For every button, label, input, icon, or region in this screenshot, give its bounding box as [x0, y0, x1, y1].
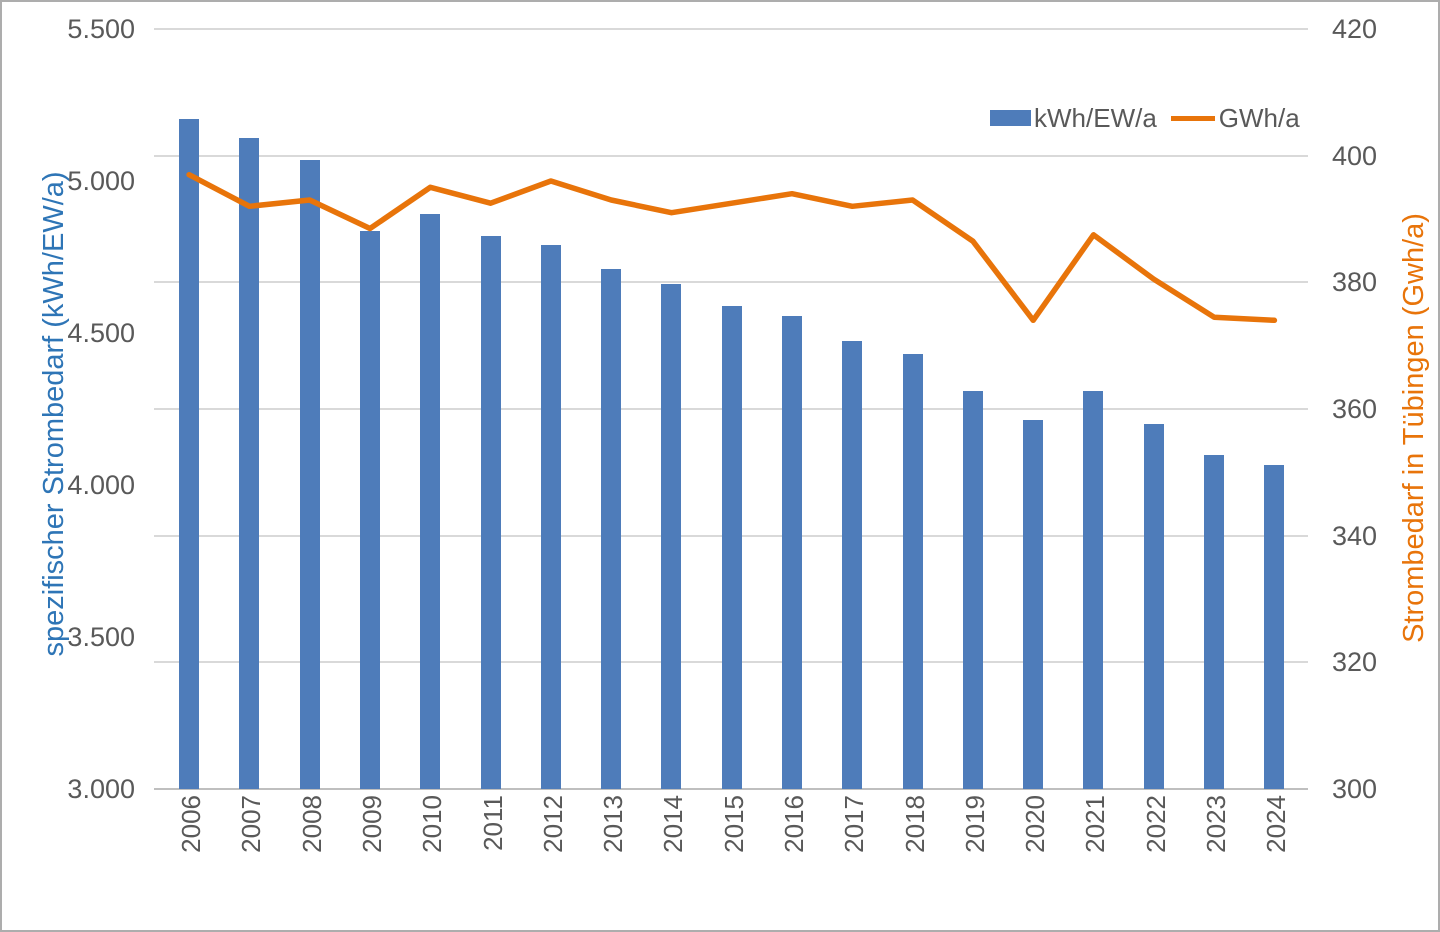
left-axis-tick-4.500: 4.500 [67, 318, 135, 348]
right-axis-tick-300: 300 [1332, 774, 1378, 804]
bar-2023 [1204, 454, 1225, 789]
left-axis-tick-3.500: 3.500 [67, 622, 135, 652]
bar-2024 [1264, 465, 1285, 789]
x-axis-label-2019: 2019 [959, 795, 990, 853]
bar-2011 [480, 235, 501, 789]
gridline-400 [154, 154, 1308, 157]
x-axis-label-2011: 2011 [477, 795, 508, 851]
right-axis-title: Strombedarf in Tübingen (Gwh/a) [1398, 213, 1430, 643]
line-series-swatch [1170, 115, 1215, 121]
legend-line-label: GWh/a [1218, 103, 1300, 133]
x-axis-label-2007: 2007 [236, 795, 267, 853]
bar-2008 [299, 159, 320, 789]
bar-2009 [360, 231, 380, 789]
right-axis-tick-340: 340 [1332, 520, 1378, 551]
left-axis-tick-5.000: 5.000 [67, 166, 135, 196]
bar-2020 [1023, 419, 1044, 789]
bar-2013 [601, 269, 622, 789]
x-axis-label-2021: 2021 [1080, 795, 1111, 853]
x-axis-line [154, 788, 1308, 790]
x-axis-label-2023: 2023 [1201, 795, 1232, 853]
bar-2021 [1083, 390, 1104, 789]
x-axis-label-2016: 2016 [779, 795, 810, 853]
right-axis-tick-360: 360 [1332, 394, 1378, 424]
left-axis-tick-5.500: 5.500 [67, 14, 135, 44]
bar-2022 [1143, 424, 1164, 789]
bar-2019 [962, 390, 983, 789]
x-axis-label-2015: 2015 [718, 795, 749, 853]
demand-line [186, 171, 1278, 324]
left-axis-tick-4.000: 4.000 [67, 470, 135, 500]
x-axis-label-2020: 2020 [1020, 795, 1051, 853]
bar-2010 [420, 214, 441, 789]
x-axis-label-2017: 2017 [839, 795, 870, 853]
x-axis-label-2014: 2014 [658, 795, 689, 853]
bar-2017 [842, 340, 863, 789]
left-axis-tick-3.000: 3.000 [67, 774, 135, 804]
x-axis-label-2024: 2024 [1261, 795, 1292, 853]
legend: kWh/EW/a GWh/a [990, 103, 1300, 133]
x-axis-label-2006: 2006 [176, 795, 207, 853]
x-axis-label-2022: 2022 [1140, 795, 1171, 853]
left-axis-title: spezifischer Strombedarf (kWh/EW/a) [38, 171, 70, 657]
x-axis-label-2013: 2013 [598, 795, 629, 853]
gridline-380 [154, 281, 1308, 284]
bar-2007 [239, 138, 260, 789]
bar-2012 [540, 244, 561, 789]
x-axis-label-2008: 2008 [296, 795, 327, 853]
x-axis-label-2009: 2009 [357, 795, 387, 853]
right-axis-tick-380: 380 [1332, 267, 1378, 298]
legend-bar-label: kWh/EW/a [1034, 103, 1157, 133]
bar-2015 [721, 305, 742, 789]
bar-2018 [902, 354, 923, 789]
right-axis-tick-400: 400 [1332, 140, 1378, 171]
x-axis-label-2010: 2010 [417, 795, 448, 853]
x-axis-label-2018: 2018 [899, 795, 930, 853]
bar-series-swatch [990, 110, 1031, 126]
bar-2016 [782, 316, 803, 789]
right-axis-tick-420: 420 [1332, 14, 1378, 44]
right-axis-tick-320: 320 [1332, 647, 1378, 678]
gridline-420 [154, 28, 1308, 30]
x-axis-label-2012: 2012 [537, 795, 568, 853]
bar-2006 [179, 118, 200, 789]
bar-2014 [661, 284, 682, 789]
